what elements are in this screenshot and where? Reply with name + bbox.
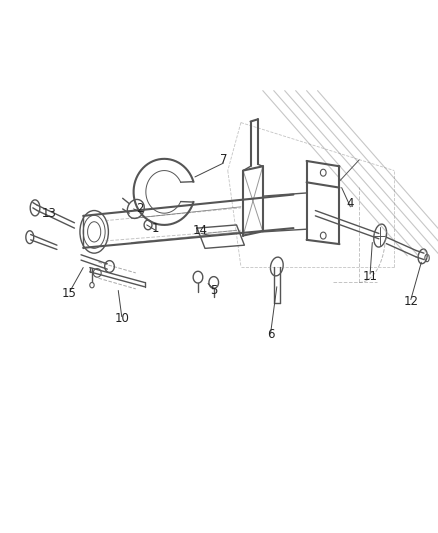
- Text: 7: 7: [219, 154, 227, 166]
- Text: 6: 6: [267, 328, 275, 341]
- Text: 11: 11: [363, 270, 378, 282]
- Text: 4: 4: [346, 197, 354, 210]
- Text: 13: 13: [42, 207, 57, 220]
- Text: 10: 10: [114, 312, 129, 325]
- Text: 12: 12: [403, 295, 418, 308]
- Text: 14: 14: [193, 224, 208, 237]
- Text: 2: 2: [136, 203, 144, 215]
- Text: 5: 5: [210, 284, 217, 297]
- Text: 15: 15: [62, 287, 77, 300]
- Text: 1: 1: [152, 222, 159, 235]
